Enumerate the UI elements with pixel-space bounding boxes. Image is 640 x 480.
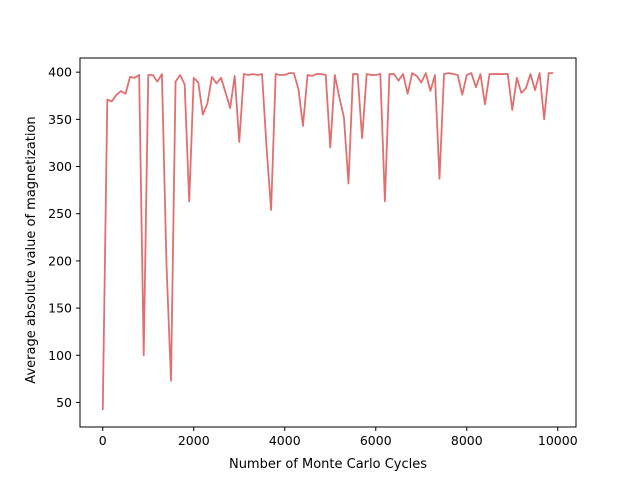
x-axis-label: Number of Monte Carlo Cycles	[229, 457, 427, 472]
x-tick-label: 4000	[269, 433, 301, 448]
x-axis-ticks: 0 2000 4000 6000 8000 10000	[99, 427, 578, 448]
x-tick-label: 8000	[451, 433, 483, 448]
y-tick-label: 50	[56, 395, 72, 410]
y-tick-label: 300	[48, 159, 72, 174]
y-tick-label: 400	[48, 65, 72, 80]
axes-frame	[79, 57, 577, 428]
y-axis-ticks: 50 100 150 200 250 300 350 400	[48, 65, 80, 410]
y-axis-label: Average absolute value of magnetization	[24, 116, 39, 383]
y-tick-label: 200	[48, 253, 72, 268]
x-tick-label: 10000	[538, 433, 578, 448]
x-tick-label: 2000	[178, 433, 210, 448]
plot-area	[79, 57, 577, 428]
y-tick-label: 250	[48, 206, 72, 221]
y-tick-label: 350	[48, 112, 72, 127]
y-tick-label: 150	[48, 301, 72, 316]
series-line-0	[101, 72, 554, 411]
x-tick-label: 6000	[360, 433, 392, 448]
y-tick-label: 100	[48, 348, 72, 363]
x-tick-label: 0	[99, 433, 107, 448]
